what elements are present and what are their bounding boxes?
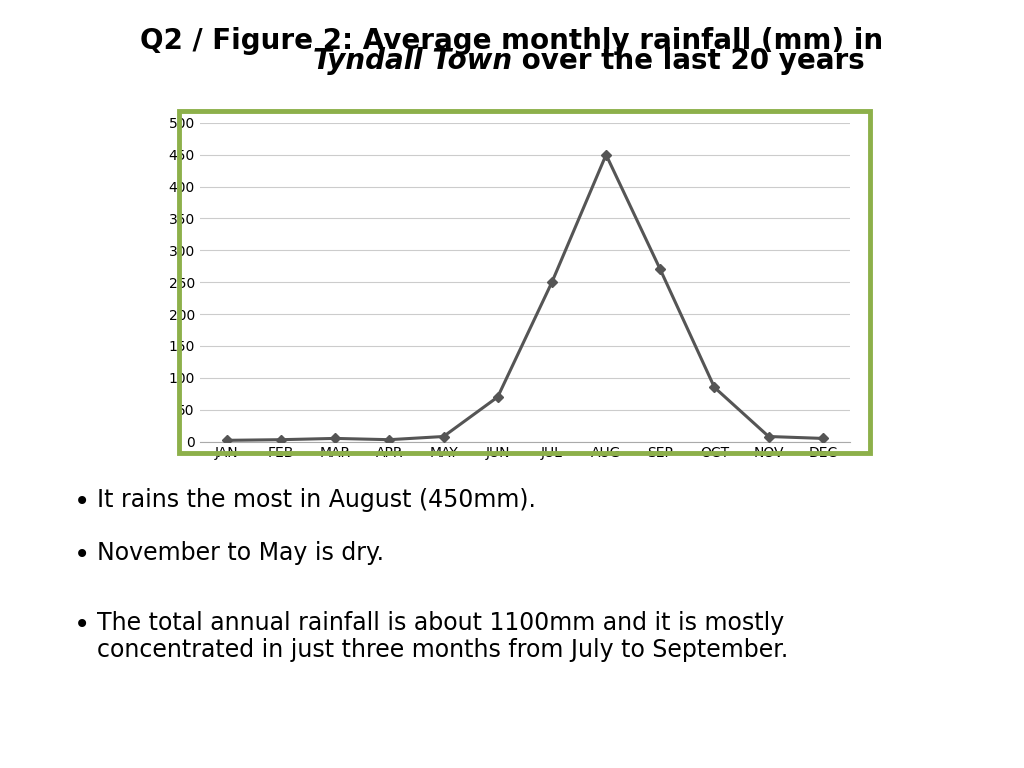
Text: It rains the most in August (450mm).: It rains the most in August (450mm).: [97, 488, 537, 511]
Text: •: •: [74, 611, 90, 638]
Text: over the last 20 years: over the last 20 years: [512, 48, 864, 75]
Text: Tyndall Town: Tyndall Town: [313, 48, 512, 75]
Text: •: •: [74, 541, 90, 569]
Text: Q2 / Figure 2: Average monthly rainfall (mm) in: Q2 / Figure 2: Average monthly rainfall …: [140, 27, 884, 55]
Text: •: •: [74, 488, 90, 515]
Text: The total annual rainfall is about 1100mm and it is mostly
concentrated in just : The total annual rainfall is about 1100m…: [97, 611, 788, 662]
Text: November to May is dry.: November to May is dry.: [97, 541, 384, 565]
